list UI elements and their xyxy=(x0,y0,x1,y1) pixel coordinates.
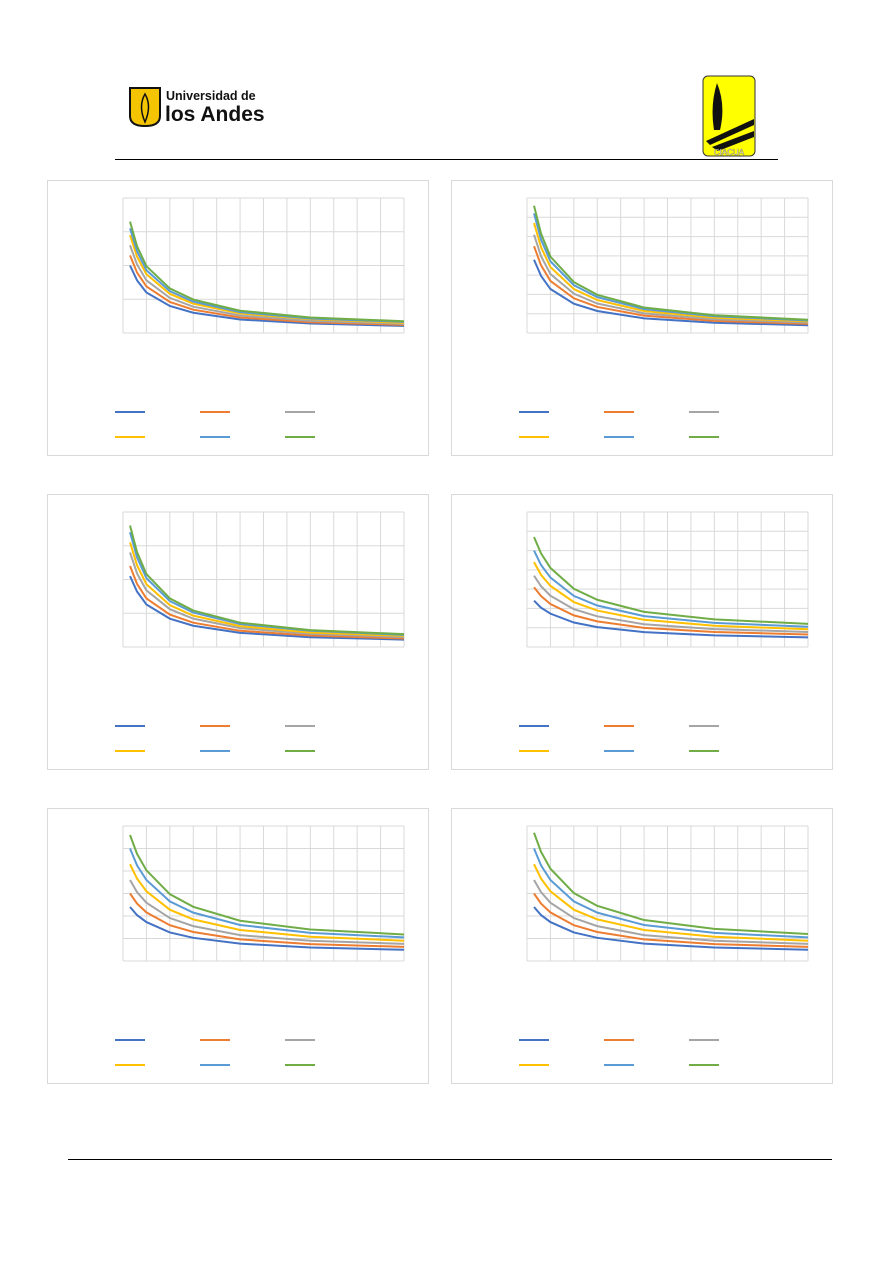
university-line1: Universidad de xyxy=(166,89,256,103)
center-logo: CIACUA xyxy=(702,75,756,157)
series-line xyxy=(533,550,809,628)
chart-panel xyxy=(451,494,833,770)
series-line xyxy=(533,245,809,325)
series-line xyxy=(533,205,809,321)
chart xyxy=(519,511,809,752)
series-line xyxy=(533,213,809,322)
chart xyxy=(519,197,809,438)
logo-leaf xyxy=(140,92,150,124)
series-line xyxy=(533,586,809,636)
chart-panel xyxy=(47,180,429,456)
series-line xyxy=(129,834,405,936)
chart-panel xyxy=(47,808,429,1084)
chart-panel xyxy=(451,808,833,1084)
series-line xyxy=(533,906,809,951)
series-line xyxy=(129,879,405,945)
series-line xyxy=(129,254,405,326)
logo-tree xyxy=(712,83,723,130)
series-line xyxy=(533,863,809,942)
series-line xyxy=(129,221,405,323)
university-logo: Universidad de los Andes xyxy=(129,87,265,128)
series-line xyxy=(129,552,405,639)
series-line xyxy=(533,536,809,625)
series-line xyxy=(533,234,809,324)
header-rule xyxy=(115,159,778,160)
university-line2: los Andes xyxy=(165,103,265,126)
series-line xyxy=(129,565,405,640)
series-line xyxy=(129,848,405,939)
series-line xyxy=(129,525,405,636)
chart-panel xyxy=(47,494,429,770)
logo-shield xyxy=(129,87,161,128)
series-line xyxy=(129,542,405,637)
series-line xyxy=(129,265,405,327)
series-line xyxy=(129,863,405,942)
series-line xyxy=(533,879,809,945)
logo-furrows xyxy=(706,119,754,151)
series-line xyxy=(533,561,809,631)
series-line xyxy=(533,222,809,323)
series-line xyxy=(533,575,809,633)
chart xyxy=(115,825,405,1066)
series-line xyxy=(533,832,809,935)
series-line xyxy=(533,892,809,948)
chart-panel xyxy=(451,180,833,456)
series-line xyxy=(533,600,809,639)
series-line xyxy=(533,848,809,939)
series-line xyxy=(129,234,405,324)
footer-rule xyxy=(68,1159,832,1160)
series-line xyxy=(129,892,405,948)
series-line xyxy=(129,575,405,641)
series-line xyxy=(129,244,405,325)
chart xyxy=(115,197,405,438)
series-line xyxy=(129,906,405,951)
chart xyxy=(519,825,809,1066)
series-line xyxy=(129,228,405,323)
center-logo-text: CIACUA xyxy=(714,148,745,157)
chart xyxy=(115,511,405,752)
series-line xyxy=(533,259,809,327)
